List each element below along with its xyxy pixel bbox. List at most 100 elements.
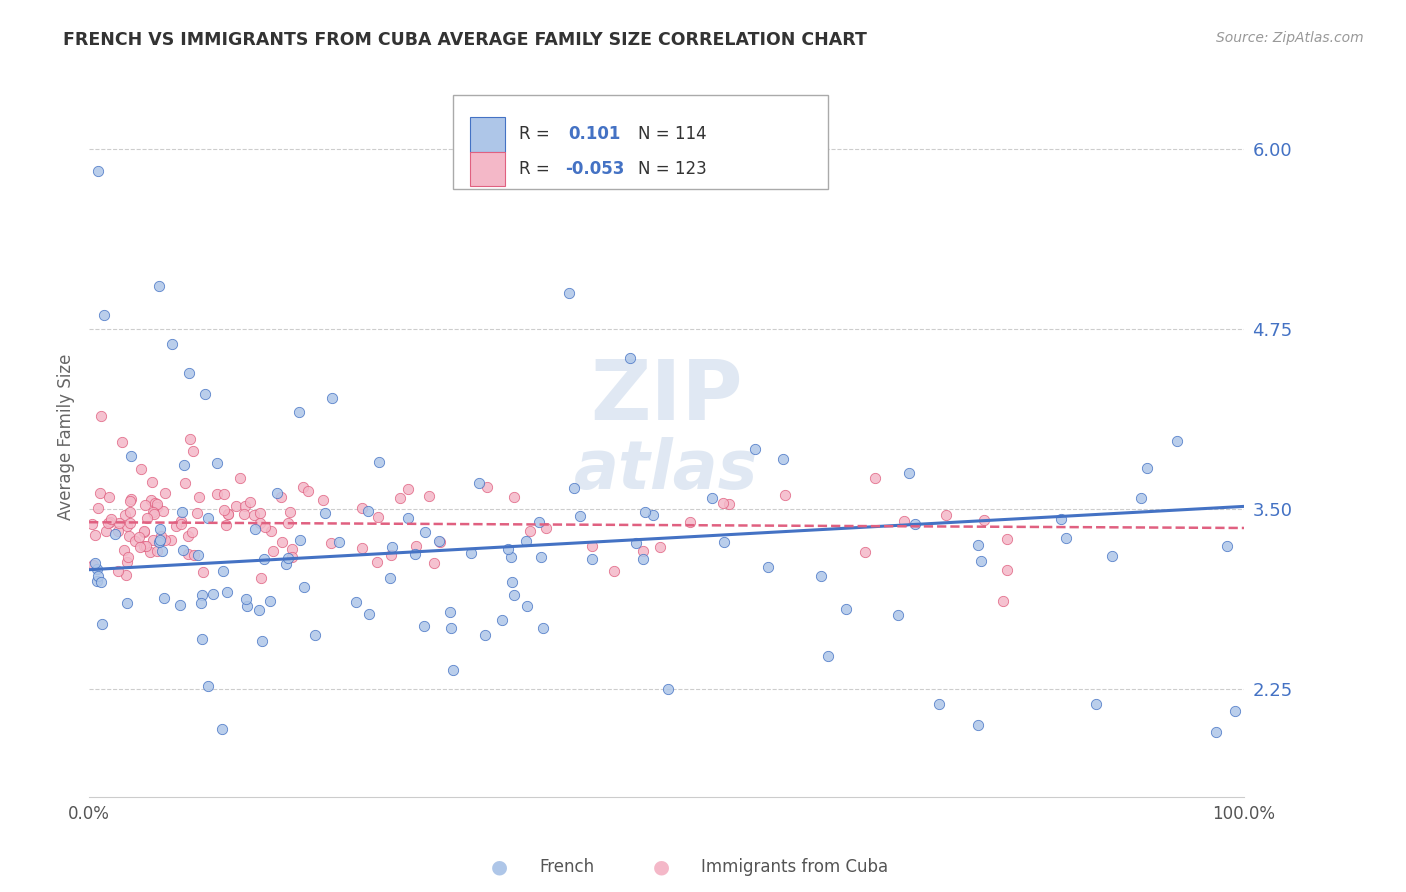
Point [352, 541, 374, 555]
Point [536, 521, 558, 535]
Point [233, 508, 256, 522]
Point [378, 571, 401, 585]
Point [262, 543, 284, 558]
Point [225, 499, 247, 513]
Point [281, 542, 304, 557]
Point [183, 548, 205, 562]
Point [928, 697, 950, 711]
Point [252, 634, 274, 648]
Point [503, 490, 526, 504]
Point [160, 336, 183, 351]
Point [197, 679, 219, 693]
Point [217, 508, 239, 522]
Point [1223, 704, 1246, 718]
Point [128, 530, 150, 544]
Point [254, 520, 277, 534]
Text: Immigrants from Cuba: Immigrants from Cuba [700, 858, 889, 876]
Bar [470, 117, 505, 152]
Point [181, 443, 204, 458]
Point [145, 495, 167, 509]
Point [86, 574, 108, 588]
Point [82, 558, 104, 572]
Point [853, 545, 876, 559]
Point [441, 663, 464, 677]
Point [366, 555, 388, 569]
Text: N = 114: N = 114 [638, 125, 706, 144]
Point [499, 549, 522, 564]
Point [439, 605, 461, 619]
Point [193, 565, 215, 579]
Point [134, 540, 156, 554]
Point [344, 595, 367, 609]
Point [562, 481, 585, 495]
Point [118, 516, 141, 530]
Point [516, 599, 538, 613]
Text: ZIP: ZIP [591, 356, 742, 437]
Text: ●: ● [652, 857, 671, 877]
Point [120, 494, 142, 508]
Point [215, 518, 238, 533]
Point [260, 524, 283, 539]
Point [496, 541, 519, 556]
Point [581, 551, 603, 566]
Point [120, 491, 142, 506]
Point [515, 534, 537, 549]
Point [1130, 491, 1153, 506]
Point [491, 613, 513, 627]
Text: Source: ZipAtlas.com: Source: ZipAtlas.com [1216, 31, 1364, 45]
Point [259, 594, 281, 608]
Point [631, 551, 654, 566]
Point [172, 542, 194, 557]
Point [810, 568, 832, 582]
Point [291, 480, 314, 494]
Point [568, 508, 591, 523]
Bar [470, 152, 505, 186]
Point [250, 571, 273, 585]
Point [86, 562, 108, 576]
Text: N = 123: N = 123 [638, 160, 706, 178]
Point [967, 718, 990, 732]
Point [631, 543, 654, 558]
Point [775, 488, 797, 502]
Point [357, 607, 380, 622]
Point [292, 580, 315, 594]
Point [527, 516, 550, 530]
Point [405, 539, 427, 553]
Point [135, 511, 157, 525]
Point [139, 492, 162, 507]
Point [111, 435, 134, 450]
Point [141, 475, 163, 490]
Point [287, 405, 309, 419]
Point [297, 483, 319, 498]
Point [129, 461, 152, 475]
Point [90, 574, 112, 589]
Point [277, 550, 299, 565]
Point [115, 595, 138, 609]
Point [152, 591, 174, 606]
Point [169, 516, 191, 531]
Point [187, 490, 209, 504]
Point [247, 603, 270, 617]
Point [328, 535, 350, 549]
Point [412, 619, 434, 633]
Point [114, 508, 136, 523]
Point [967, 539, 990, 553]
Point [380, 549, 402, 563]
Point [239, 495, 262, 509]
Point [190, 632, 212, 646]
Point [212, 564, 235, 578]
Point [104, 526, 127, 541]
Point [229, 471, 252, 485]
Point [270, 491, 292, 505]
Point [995, 563, 1018, 577]
Point [197, 511, 219, 525]
Point [120, 450, 142, 464]
Point [398, 483, 420, 497]
Point [153, 486, 176, 500]
Point [404, 548, 426, 562]
Point [887, 607, 910, 622]
Point [160, 533, 183, 547]
Point [148, 279, 170, 293]
Point [107, 516, 129, 530]
Text: ●: ● [491, 857, 509, 877]
